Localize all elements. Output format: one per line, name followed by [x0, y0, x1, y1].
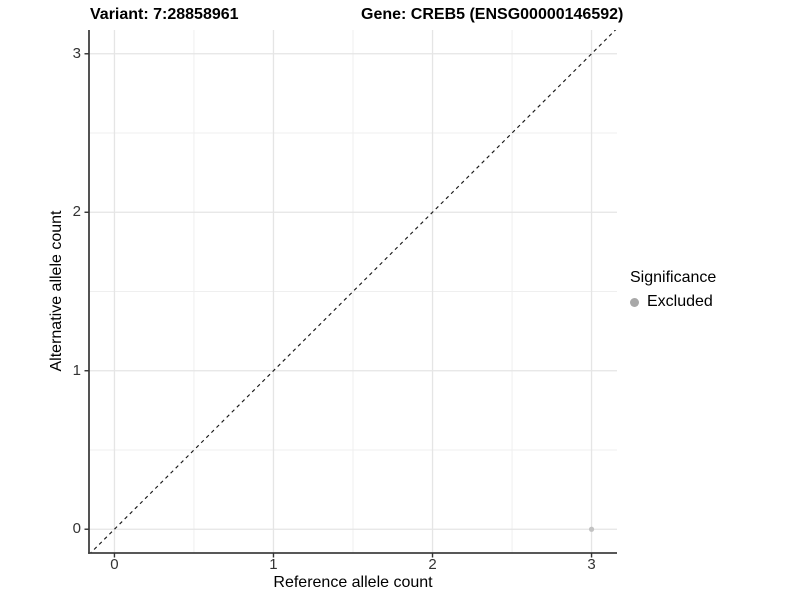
plot-title-gene: Gene: CREB5 (ENSG00000146592): [361, 6, 624, 23]
plot-title-variant: Variant: 7:28858961: [90, 6, 239, 23]
legend-title: Significance: [630, 269, 717, 286]
x-tick-label: 2: [428, 556, 437, 573]
y-tick-label: 2: [72, 203, 81, 221]
legend-item-label: Excluded: [647, 293, 713, 310]
x-tick-label: 0: [110, 556, 119, 573]
x-tick-label: 3: [587, 556, 596, 573]
y-axis-title: Alternative allele count: [48, 210, 65, 372]
y-tick-label: 3: [72, 44, 81, 62]
legend: Significance Excluded: [630, 269, 716, 311]
legend-item-excluded: Excluded: [630, 293, 716, 311]
identity-reference-line: [89, 30, 617, 553]
data-point: [588, 526, 595, 532]
x-tick-label: 1: [269, 556, 278, 573]
x-axis-title: Reference allele count: [273, 574, 433, 591]
y-tick-label: 0: [72, 520, 81, 538]
legend-point-icon: [630, 297, 639, 307]
y-tick-label: 1: [72, 361, 81, 379]
